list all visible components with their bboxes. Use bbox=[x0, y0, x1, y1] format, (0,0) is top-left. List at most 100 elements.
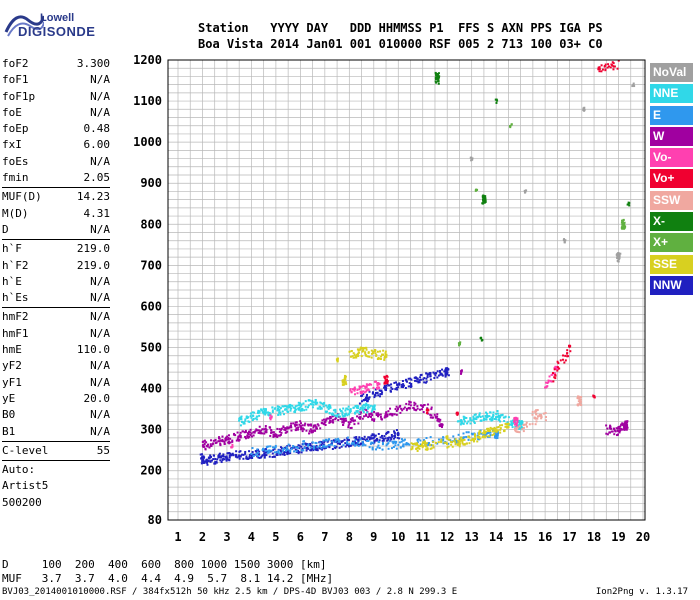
echo-point bbox=[353, 353, 356, 356]
echo-point bbox=[556, 369, 559, 372]
echo-point bbox=[385, 384, 388, 387]
echo-point bbox=[480, 339, 483, 342]
param-value: N/A bbox=[90, 359, 110, 373]
echo-point bbox=[365, 413, 368, 416]
echo-point bbox=[558, 367, 561, 370]
echo-point bbox=[490, 427, 493, 430]
echo-point bbox=[401, 386, 404, 389]
x-tick-label: 1 bbox=[174, 530, 181, 544]
echo-point bbox=[365, 385, 368, 388]
echo-point bbox=[311, 429, 314, 432]
echo-point bbox=[376, 358, 379, 361]
echo-point bbox=[365, 348, 368, 351]
echo-point bbox=[286, 451, 289, 454]
x-tick-label: 13 bbox=[464, 530, 478, 544]
echo-point bbox=[375, 354, 378, 357]
echo-point bbox=[380, 434, 383, 437]
echo-point bbox=[456, 420, 459, 423]
echo-point bbox=[443, 370, 446, 373]
echo-point bbox=[478, 430, 481, 433]
echo-point bbox=[377, 444, 380, 447]
echo-point bbox=[376, 391, 379, 394]
echo-point bbox=[509, 126, 512, 129]
echo-point bbox=[353, 393, 356, 396]
echo-point bbox=[302, 428, 305, 431]
echo-point bbox=[372, 437, 375, 440]
echo-point bbox=[401, 409, 404, 412]
echo-point bbox=[455, 440, 458, 443]
x-tick-label: 12 bbox=[440, 530, 454, 544]
echo-point bbox=[325, 445, 328, 448]
echo-point bbox=[499, 428, 502, 431]
echo-point bbox=[247, 420, 250, 423]
echo-point bbox=[439, 418, 442, 421]
echo-point bbox=[435, 81, 438, 84]
echo-point bbox=[494, 427, 497, 430]
echo-point bbox=[476, 440, 479, 443]
echo-point bbox=[252, 434, 255, 437]
echo-point bbox=[414, 442, 417, 445]
x-tick-label: 3 bbox=[223, 530, 230, 544]
echo-point bbox=[356, 410, 359, 413]
echo-point bbox=[307, 399, 310, 402]
echo-point bbox=[368, 446, 371, 449]
param-row: foE N/A bbox=[2, 105, 110, 121]
echo-point bbox=[312, 426, 315, 429]
echo-point bbox=[365, 395, 368, 398]
echo-point bbox=[341, 421, 344, 424]
echo-point bbox=[383, 356, 386, 359]
echo-point bbox=[380, 417, 383, 420]
echo-point bbox=[287, 406, 290, 409]
echo-point bbox=[283, 452, 286, 455]
echo-point bbox=[364, 403, 367, 406]
echo-point bbox=[493, 418, 496, 421]
echo-point bbox=[354, 419, 357, 422]
echo-point bbox=[311, 406, 314, 409]
echo-point bbox=[358, 348, 361, 351]
echo-point bbox=[346, 439, 349, 442]
echo-point bbox=[387, 437, 390, 440]
echo-point bbox=[421, 406, 424, 409]
echo-point bbox=[514, 419, 517, 422]
echo-point bbox=[361, 440, 364, 443]
echo-point bbox=[285, 447, 288, 450]
x-tick-label: 4 bbox=[248, 530, 255, 544]
echo-point bbox=[390, 433, 393, 436]
echo-point bbox=[547, 379, 550, 382]
echo-point bbox=[387, 438, 390, 441]
echo-point bbox=[398, 383, 401, 386]
echo-point bbox=[371, 405, 374, 408]
echo-point bbox=[544, 419, 547, 422]
param-value: N/A bbox=[90, 222, 110, 236]
echo-point bbox=[365, 408, 368, 411]
param-name: hmE bbox=[2, 343, 22, 357]
echo-point bbox=[265, 411, 268, 414]
echo-point bbox=[434, 71, 437, 74]
echo-point bbox=[405, 442, 408, 445]
echo-point bbox=[364, 444, 367, 447]
echo-point bbox=[366, 384, 369, 387]
echo-point bbox=[484, 430, 487, 433]
echo-point bbox=[246, 434, 249, 437]
echo-point bbox=[298, 451, 301, 454]
echo-point bbox=[240, 420, 243, 423]
echo-point bbox=[304, 422, 307, 425]
echo-point bbox=[362, 403, 365, 406]
x-tick-label: 8 bbox=[346, 530, 353, 544]
echo-point bbox=[441, 439, 444, 442]
echo-point bbox=[418, 445, 421, 448]
echo-point bbox=[492, 411, 495, 414]
echo-point bbox=[371, 448, 374, 451]
series-x bbox=[457, 123, 627, 347]
param-name: hmF2 bbox=[2, 310, 29, 324]
echo-point bbox=[274, 444, 277, 447]
echo-point bbox=[480, 432, 483, 435]
echo-point bbox=[357, 407, 360, 410]
echo-point bbox=[400, 407, 403, 410]
echo-point bbox=[339, 415, 342, 418]
echo-point bbox=[258, 411, 261, 414]
echo-point bbox=[400, 385, 403, 388]
echo-point bbox=[334, 415, 337, 418]
echo-point bbox=[363, 438, 366, 441]
echo-point bbox=[528, 423, 531, 426]
